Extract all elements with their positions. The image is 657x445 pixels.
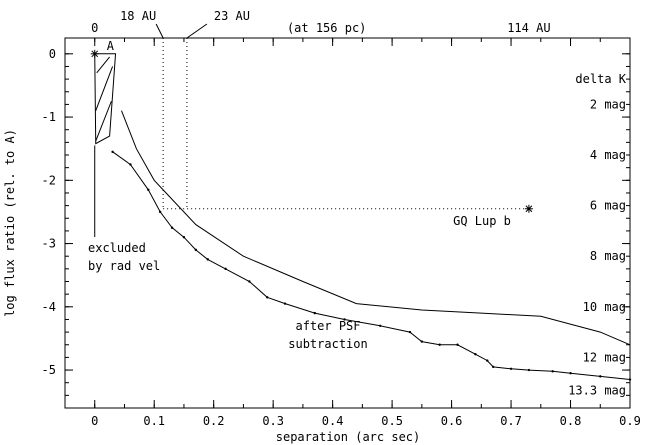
top-callout-leader bbox=[155, 23, 164, 39]
curve-point bbox=[313, 311, 316, 315]
star-stroke bbox=[525, 205, 533, 213]
star-stroke bbox=[91, 50, 99, 58]
curve-point bbox=[599, 375, 602, 378]
y-tick-label: -4 bbox=[42, 300, 56, 314]
x-tick-label: 0.2 bbox=[203, 414, 225, 428]
x-tick-label: 0 bbox=[91, 414, 98, 428]
curve-point bbox=[147, 188, 150, 191]
curve-point bbox=[224, 267, 227, 271]
curve-point bbox=[182, 236, 186, 239]
delta-k-header: delta K bbox=[575, 72, 626, 86]
companion-label: GQ Lup b bbox=[453, 214, 511, 228]
y-tick-label: -1 bbox=[42, 110, 56, 124]
top-callout-label: 18 AU bbox=[120, 9, 156, 23]
x-tick-labels: 0 0.1 0.2 0.3 0.4 0.5 0.6 0.7 0.8 0.9 bbox=[91, 414, 641, 428]
delta-k-labels: delta K 2 mag 4 mag 6 mag 8 mag 10 mag 12 mag 1… bbox=[568, 72, 627, 397]
curve-point bbox=[456, 343, 459, 346]
y-axis-label: log flux ratio (rel. to A) bbox=[3, 129, 17, 317]
delta-k-label: 10 mag bbox=[583, 300, 626, 314]
contrast-curves bbox=[111, 110, 632, 381]
primary-star-label: A bbox=[107, 39, 115, 53]
curve-point bbox=[194, 248, 198, 252]
annotation-line: subtraction bbox=[288, 337, 367, 351]
curve-point bbox=[474, 353, 477, 356]
excluded-hatch bbox=[95, 66, 114, 111]
x-tick-label: 0.3 bbox=[262, 414, 284, 428]
x-tick-label: 0.5 bbox=[381, 414, 403, 428]
x-tick-label: 0.9 bbox=[619, 414, 641, 428]
delta-k-label: 13.3 mag bbox=[568, 383, 626, 397]
curve-point bbox=[379, 324, 382, 327]
curve-point bbox=[569, 372, 572, 375]
delta-k-label: 2 mag bbox=[590, 97, 626, 111]
excluded-region-outline bbox=[94, 53, 117, 145]
top-axis-label: 0 bbox=[91, 21, 98, 35]
curve-point bbox=[438, 343, 441, 346]
y-tick-labels: 0 -1 -2 -3 -4 -5 bbox=[42, 47, 56, 377]
curve-point bbox=[283, 302, 287, 305]
contrast-curve-2 bbox=[112, 151, 631, 380]
y-tick-label: -3 bbox=[42, 237, 56, 251]
curve-point bbox=[509, 367, 513, 370]
curve-point bbox=[111, 150, 114, 154]
x-tick-label: 0.6 bbox=[441, 414, 463, 428]
y-tick-label: -5 bbox=[42, 363, 56, 377]
curve-point bbox=[408, 330, 412, 334]
x-tick-label: 0.4 bbox=[322, 414, 344, 428]
x-tick-label: 0.7 bbox=[500, 414, 522, 428]
curve-point bbox=[206, 258, 209, 261]
psf-annotation: after PSF subtraction bbox=[288, 319, 367, 351]
curve-point bbox=[492, 365, 495, 369]
companion-marker: A GQ Lup b bbox=[90, 39, 533, 228]
curve-point bbox=[343, 318, 346, 321]
y-tick-label: -2 bbox=[42, 173, 56, 187]
curve-point bbox=[266, 296, 269, 299]
curve-point bbox=[486, 359, 489, 362]
x-tick-label: 0.1 bbox=[143, 414, 165, 428]
curve-point bbox=[248, 280, 251, 283]
curve-point bbox=[170, 226, 174, 229]
x-tick-label: 0.8 bbox=[560, 414, 582, 428]
axis-ticks bbox=[64, 38, 631, 408]
top-callout-leader bbox=[186, 23, 208, 39]
annotation-line: after PSF bbox=[295, 319, 360, 333]
plot-frame bbox=[64, 37, 631, 409]
top-axis-label: 114 AU bbox=[507, 21, 550, 35]
excluded-hatch bbox=[95, 101, 112, 142]
contrast-curve-1 bbox=[121, 110, 631, 346]
excluded-region: excluded by rad vel bbox=[88, 53, 160, 273]
curve-point bbox=[628, 378, 632, 381]
top-callout-label: 23 AU bbox=[214, 9, 250, 23]
curve-point bbox=[158, 210, 162, 214]
delta-k-label: 4 mag bbox=[590, 148, 626, 162]
companion-star-marker bbox=[524, 204, 533, 213]
excluded-label: excluded bbox=[88, 241, 146, 255]
curve-point bbox=[551, 370, 554, 373]
top-axis-labels: 0 (at 156 pc) 114 AU 18 AU 23 AU bbox=[91, 9, 551, 209]
y-tick-label: 0 bbox=[49, 47, 56, 61]
curve-point bbox=[420, 340, 424, 343]
primary-star-marker bbox=[90, 49, 99, 58]
top-axis-label: (at 156 pc) bbox=[287, 21, 366, 35]
excluded-hatch bbox=[96, 56, 110, 74]
delta-k-label: 8 mag bbox=[590, 249, 626, 263]
excluded-label: by rad vel bbox=[88, 259, 160, 273]
curve-point bbox=[129, 163, 132, 166]
delta-k-label: 12 mag bbox=[583, 350, 626, 364]
x-axis-label: separation (arc sec) bbox=[276, 430, 421, 444]
curve-point bbox=[527, 368, 531, 372]
delta-k-label: 6 mag bbox=[590, 199, 626, 213]
